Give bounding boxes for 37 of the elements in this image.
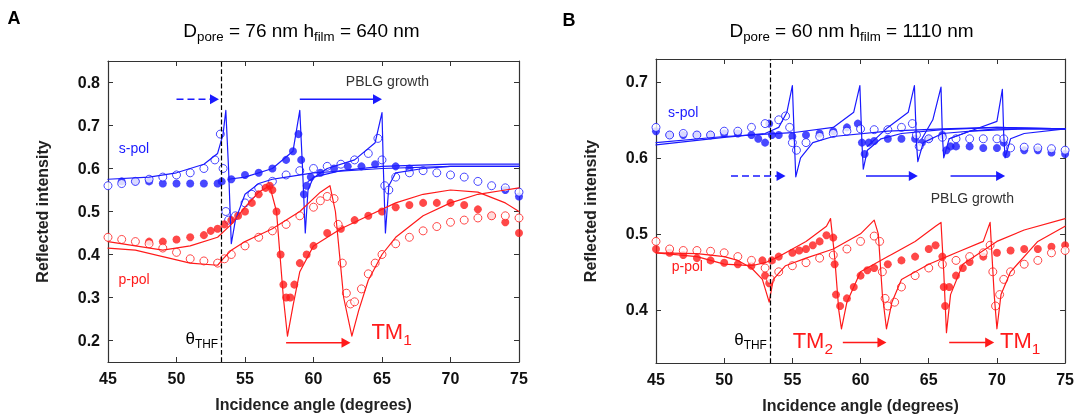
x-tick-label: 60 (851, 370, 870, 388)
x-tick-label: 70 (441, 369, 460, 387)
x-tick-label: 65 (919, 370, 938, 388)
x-axis-title: Incidence angle (degrees) (762, 396, 959, 414)
y-tick-label: 0.5 (625, 225, 649, 243)
annotation: p-pol (118, 271, 150, 288)
y-tick-label: 0.7 (625, 73, 649, 91)
y-axis-title: Reflected intensity (33, 140, 51, 283)
y-tick-label: 0.6 (77, 160, 101, 177)
y-tick-label: 0.8 (77, 74, 101, 91)
annotation: p-pol (671, 257, 703, 274)
x-tick-label: 50 (167, 369, 186, 387)
text: B (562, 10, 576, 31)
y-tick-label: 0.5 (77, 203, 101, 220)
y-tick-label: 0.4 (625, 301, 649, 319)
y-tick-label: 0.7 (77, 117, 101, 134)
annotation: PBLG growth (930, 190, 1014, 207)
x-tick-label: 45 (99, 369, 117, 387)
y-tick-label: 0.4 (77, 246, 101, 263)
x-tick-label: 70 (988, 370, 1006, 388)
annotation: s-pol (118, 140, 150, 157)
x-tick-label: 55 (783, 370, 802, 388)
y-tick-label: 0.2 (77, 332, 101, 349)
x-tick-label: 45 (647, 370, 665, 388)
x-tick-label: 50 (715, 370, 734, 388)
x-tick-label: 75 (1056, 370, 1075, 388)
x-axis-title: Incidence angle (degrees) (215, 395, 412, 413)
x-tick-label: 60 (304, 369, 323, 387)
y-tick-label: 0.6 (625, 149, 649, 167)
x-tick-label: 75 (510, 369, 528, 387)
annotation: PBLG growth (345, 73, 430, 90)
annotation: s-pol (668, 103, 699, 120)
y-tick-label: 0.3 (77, 289, 101, 306)
y-axis-title: Reflected intensity (581, 139, 599, 283)
text: A (7, 8, 21, 29)
x-tick-label: 55 (236, 369, 254, 387)
x-tick-label: 65 (373, 369, 391, 387)
